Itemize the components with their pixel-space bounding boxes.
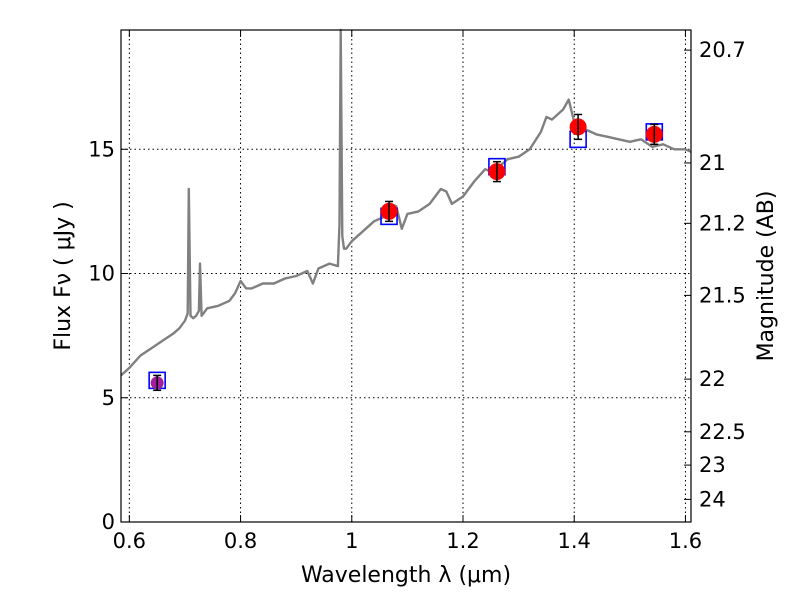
x-tick-label: 1.4 <box>558 529 591 553</box>
y-tick-label: 15 <box>88 137 115 161</box>
ticks: 0.6 0.8 1 1.2 1.4 1.6 0 5 10 15 20.7 21 21.2 21.5 22 22… <box>88 30 746 553</box>
mag-tick-label: 20.7 <box>699 38 746 62</box>
mag-tick-label: 24 <box>699 487 726 511</box>
x-tick-label: 1.6 <box>669 529 702 553</box>
series-layer <box>120 28 692 392</box>
x-tick-label: 1 <box>345 529 358 553</box>
grid <box>121 30 691 522</box>
y2-axis-label: Magnitude (AB) <box>754 191 779 362</box>
x-axis-label: Wavelength λ (μm) <box>301 563 511 588</box>
y-tick-label: 10 <box>88 262 115 286</box>
mag-tick-label: 23 <box>699 453 726 477</box>
mag-tick-label: 22 <box>699 367 726 391</box>
y-axis-label: Flux Fν ( μJy ) <box>51 201 76 350</box>
spectrum-line <box>120 28 692 377</box>
plot-area <box>121 30 691 522</box>
y-tick-label: 0 <box>102 510 115 534</box>
y-tick-label: 5 <box>102 386 115 410</box>
x-tick-label: 1.2 <box>446 529 479 553</box>
mag-tick-label: 21 <box>699 151 726 175</box>
x-tick-label: 0.8 <box>224 529 257 553</box>
plot-frame <box>120 29 692 523</box>
mag-tick-label: 21.5 <box>699 283 746 307</box>
mag-tick-label: 22.5 <box>699 420 746 444</box>
mag-tick-label: 21.2 <box>699 211 746 235</box>
x-tick-label: 0.6 <box>113 529 146 553</box>
